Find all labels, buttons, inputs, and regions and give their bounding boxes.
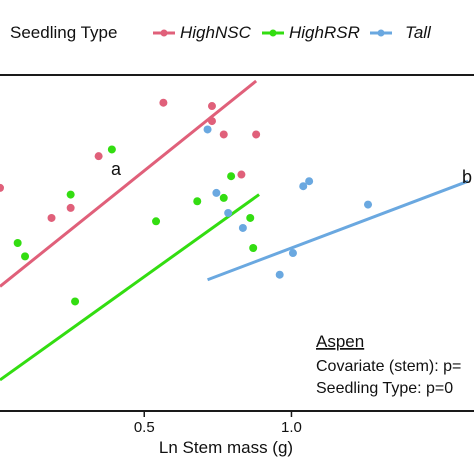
- legend-title: Seedling Type: [10, 23, 117, 42]
- stats-line-covariate: Covariate (stem): p=: [316, 358, 461, 375]
- fit-line-tall: [207, 179, 469, 282]
- legend-entry-highrsr: HighRSR: [262, 23, 360, 42]
- point-tall: [288, 249, 297, 258]
- fit-line-highrsr: [0, 193, 260, 382]
- point-highnsc: [237, 170, 246, 179]
- point-highnsc: [207, 102, 216, 111]
- point-tall: [364, 200, 373, 209]
- fit-lines: [0, 79, 469, 382]
- point-highnsc: [207, 117, 216, 126]
- point-tall: [299, 182, 308, 191]
- annotation-b: b: [462, 167, 472, 187]
- legend-key-highrsr-point: [269, 29, 277, 37]
- point-highrsr: [219, 193, 228, 202]
- legend: Seedling Type HighNSC HighRSR Tall: [10, 23, 432, 42]
- x-axis: 0.5 1.0: [134, 411, 302, 436]
- stats-box: Aspen Covariate (stem): p= Seedling Type…: [316, 332, 461, 397]
- legend-key-tall-point: [377, 29, 385, 37]
- point-highrsr: [249, 244, 258, 253]
- stats-title: Aspen: [316, 332, 364, 351]
- x-axis-label: Ln Stem mass (g): [159, 438, 293, 457]
- x-tick-label: 1.0: [281, 419, 302, 436]
- legend-entry-highnsc: HighNSC: [153, 23, 252, 42]
- annotation-a: a: [111, 159, 122, 179]
- point-tall: [224, 208, 233, 217]
- point-highnsc: [47, 213, 56, 222]
- point-tall: [238, 223, 247, 232]
- point-highnsc: [94, 152, 103, 161]
- point-tall: [305, 177, 314, 186]
- legend-label-highrsr: HighRSR: [289, 23, 360, 42]
- data-points: [0, 98, 373, 306]
- point-tall: [212, 188, 221, 197]
- point-highnsc: [219, 130, 228, 139]
- point-highnsc: [0, 183, 4, 192]
- point-highrsr: [66, 190, 75, 199]
- legend-key-highnsc-point: [160, 29, 168, 37]
- stats-line-seedling-type: Seedling Type: p=0: [316, 380, 453, 397]
- point-highrsr: [152, 217, 161, 226]
- point-highrsr: [246, 213, 255, 222]
- point-highnsc: [159, 98, 168, 107]
- point-highrsr: [71, 297, 80, 306]
- legend-entry-tall: Tall: [370, 23, 432, 42]
- point-tall: [203, 125, 212, 134]
- point-highrsr: [227, 172, 236, 181]
- point-highnsc: [252, 130, 261, 139]
- legend-label-highnsc: HighNSC: [180, 23, 252, 42]
- plot-panel: [0, 74, 474, 412]
- point-highnsc: [66, 203, 75, 212]
- point-tall: [275, 270, 284, 279]
- fit-line-highnsc: [0, 79, 258, 288]
- legend-label-tall: Tall: [405, 23, 432, 42]
- point-highrsr: [193, 197, 202, 206]
- point-highrsr: [107, 145, 116, 154]
- x-tick-label: 0.5: [134, 419, 155, 436]
- point-highrsr: [21, 252, 30, 261]
- point-highrsr: [13, 239, 22, 247]
